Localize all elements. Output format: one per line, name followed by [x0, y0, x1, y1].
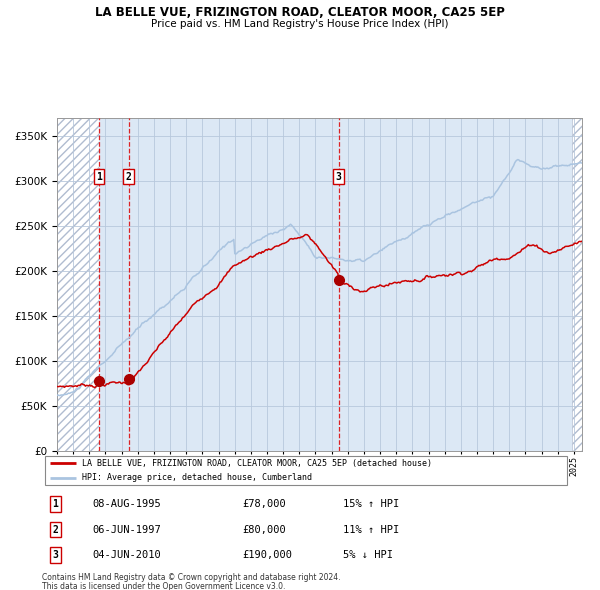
- Text: 3: 3: [52, 550, 58, 560]
- FancyBboxPatch shape: [44, 455, 568, 486]
- Text: HPI: Average price, detached house, Cumberland: HPI: Average price, detached house, Cumb…: [82, 474, 311, 483]
- Text: 11% ↑ HPI: 11% ↑ HPI: [343, 525, 399, 535]
- Text: 04-JUN-2010: 04-JUN-2010: [92, 550, 161, 560]
- Text: 3: 3: [335, 172, 341, 182]
- Bar: [57, 118, 99, 451]
- Text: 2: 2: [125, 172, 131, 182]
- Text: 08-AUG-1995: 08-AUG-1995: [92, 499, 161, 509]
- Text: £78,000: £78,000: [242, 499, 286, 509]
- Bar: [128, 118, 572, 451]
- Text: Contains HM Land Registry data © Crown copyright and database right 2024.: Contains HM Land Registry data © Crown c…: [42, 573, 341, 582]
- Text: LA BELLE VUE, FRIZINGTON ROAD, CLEATOR MOOR, CA25 5EP: LA BELLE VUE, FRIZINGTON ROAD, CLEATOR M…: [95, 6, 505, 19]
- Bar: [99, 118, 128, 451]
- Text: This data is licensed under the Open Government Licence v3.0.: This data is licensed under the Open Gov…: [42, 582, 286, 590]
- Bar: [572, 118, 582, 451]
- Text: 1: 1: [52, 499, 58, 509]
- Text: 5% ↓ HPI: 5% ↓ HPI: [343, 550, 393, 560]
- Text: 15% ↑ HPI: 15% ↑ HPI: [343, 499, 399, 509]
- Text: Price paid vs. HM Land Registry's House Price Index (HPI): Price paid vs. HM Land Registry's House …: [151, 19, 449, 29]
- Text: 2: 2: [52, 525, 58, 535]
- Text: £80,000: £80,000: [242, 525, 286, 535]
- Text: £190,000: £190,000: [242, 550, 293, 560]
- Text: 1: 1: [96, 172, 102, 182]
- Text: LA BELLE VUE, FRIZINGTON ROAD, CLEATOR MOOR, CA25 5EP (detached house): LA BELLE VUE, FRIZINGTON ROAD, CLEATOR M…: [82, 458, 431, 467]
- Text: 06-JUN-1997: 06-JUN-1997: [92, 525, 161, 535]
